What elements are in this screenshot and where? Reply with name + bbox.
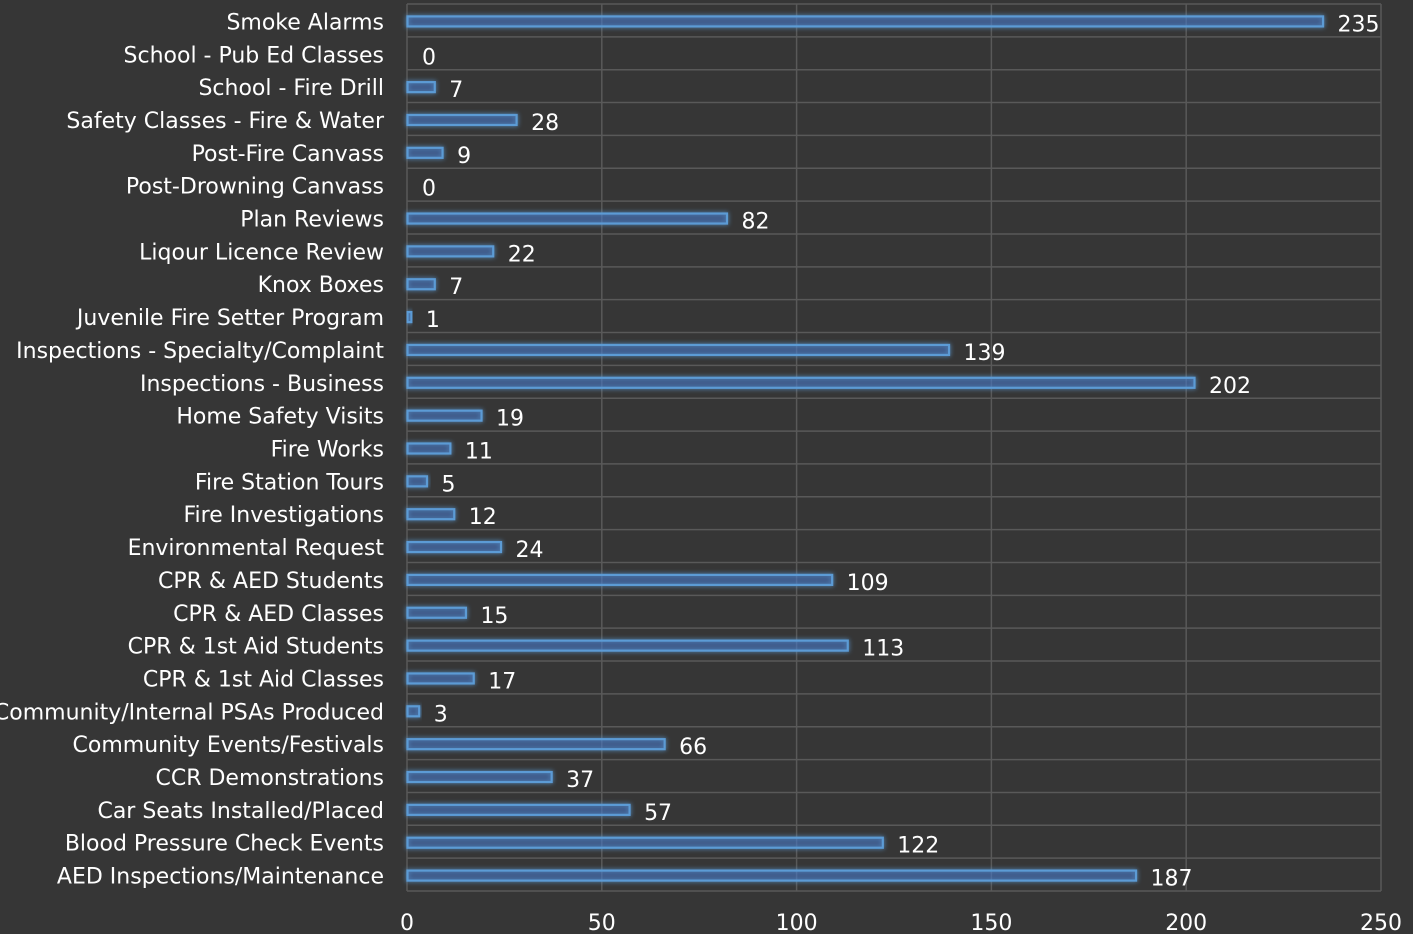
bar — [406, 540, 503, 554]
category-label: Juvenile Fire Setter Program — [75, 306, 384, 331]
bar — [406, 475, 429, 488]
bar — [406, 508, 456, 521]
data-label: 37 — [566, 768, 594, 793]
category-label: CPR & AED Classes — [173, 602, 384, 627]
category-label: Community Events/Festivals — [73, 733, 384, 758]
data-label: 0 — [422, 177, 436, 202]
data-label: 66 — [679, 735, 707, 760]
data-label: 122 — [897, 834, 939, 859]
bar — [406, 310, 413, 324]
category-label: Safety Classes - Fire & Water — [66, 109, 385, 134]
category-label: Knox Boxes — [258, 273, 384, 298]
bar — [406, 672, 475, 685]
grid-layer — [406, 3, 1382, 892]
data-label: 0 — [422, 45, 436, 70]
category-label: Smoke Alarms — [226, 10, 384, 35]
category-label: CPR & 1st Aid Classes — [143, 667, 384, 692]
category-label: Post-Fire Canvass — [192, 142, 384, 167]
bar — [406, 836, 884, 849]
bar — [406, 606, 468, 619]
category-label: School - Fire Drill — [198, 76, 384, 101]
data-label: 9 — [457, 144, 471, 169]
category-label: Post-Drowning Canvass — [126, 175, 384, 200]
data-label: 187 — [1151, 867, 1193, 892]
category-label: CPR & 1st Aid Students — [128, 635, 384, 660]
bar — [406, 770, 553, 784]
bar — [406, 278, 436, 291]
bar — [406, 245, 495, 258]
bar — [406, 15, 1325, 28]
data-label: 235 — [1338, 12, 1380, 37]
data-label: 139 — [964, 341, 1006, 366]
category-label: Fire Works — [271, 438, 384, 463]
category-label: Fire Station Tours — [195, 470, 384, 495]
x-tick-label: 250 — [1360, 911, 1402, 934]
bar — [406, 212, 729, 225]
category-label: CCR Demonstrations — [155, 766, 384, 791]
data-label: 202 — [1209, 374, 1251, 399]
category-label: AED Inspections/Maintenance — [57, 865, 384, 890]
category-label: Liqour Licence Review — [139, 240, 384, 265]
x-tick-label: 100 — [776, 911, 818, 934]
bar — [406, 81, 436, 94]
data-label: 12 — [469, 505, 497, 530]
data-label: 11 — [465, 440, 493, 465]
data-label: 7 — [449, 275, 463, 300]
category-label: Home Safety Visits — [176, 405, 384, 430]
category-label: Environmental Request — [128, 536, 385, 561]
bar — [406, 146, 444, 159]
data-label: 5 — [441, 472, 455, 497]
bar — [406, 803, 631, 816]
category-label: Plan Reviews — [240, 208, 384, 233]
x-tick-label: 200 — [1165, 911, 1207, 934]
data-label: 28 — [531, 111, 559, 136]
data-label: 24 — [516, 538, 544, 563]
data-label: 7 — [449, 78, 463, 103]
bar — [406, 573, 834, 587]
data-label: 15 — [480, 604, 508, 629]
data-label: 57 — [644, 801, 672, 826]
data-label: 19 — [496, 407, 524, 432]
data-label: 113 — [862, 637, 904, 662]
bar — [406, 376, 1196, 389]
x-tick-label: 0 — [400, 911, 414, 934]
data-label: 3 — [434, 702, 448, 727]
data-label: 109 — [847, 571, 889, 596]
category-label: Inspections - Business — [140, 372, 384, 397]
category-label: Car Seats Installed/Placed — [97, 799, 384, 824]
data-label: 17 — [488, 669, 516, 694]
bar — [406, 869, 1138, 882]
x-tick-label: 150 — [970, 911, 1012, 934]
data-label: 82 — [741, 210, 769, 235]
category-label: Fire Investigations — [184, 503, 385, 528]
bar-layer — [406, 15, 1325, 882]
bar — [406, 113, 518, 127]
x-tick-label: 50 — [588, 911, 616, 934]
bar — [406, 705, 421, 718]
bar — [406, 442, 452, 455]
data-label: 1 — [426, 308, 440, 333]
bar — [406, 639, 849, 652]
category-label: School - Pub Ed Classes — [124, 43, 384, 68]
bar — [406, 343, 951, 357]
category-label: Inspections - Specialty/Complaint — [16, 339, 384, 364]
category-label: CPR & AED Students — [158, 569, 384, 594]
category-label: Community/Internal PSAs Produced — [0, 700, 384, 725]
bar — [406, 409, 483, 422]
category-label: Blood Pressure Check Events — [65, 832, 384, 857]
bar — [406, 738, 666, 751]
data-label: 22 — [508, 242, 536, 267]
